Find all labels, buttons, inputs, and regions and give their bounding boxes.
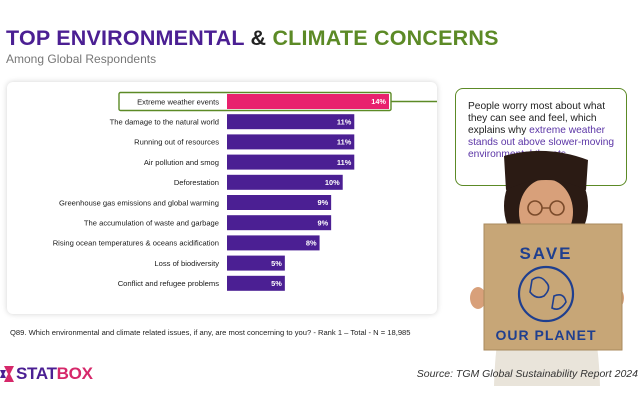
- bar: [227, 134, 355, 150]
- value-label: 9%: [317, 198, 328, 207]
- callout-text: People worry most about what they can se…: [468, 101, 606, 136]
- value-label: 11%: [337, 158, 352, 167]
- title-part-2: CLIMATE CONCERNS: [272, 26, 499, 50]
- statbox-logo: STAT BOX: [0, 364, 93, 384]
- category-label: Conflict and refugee problems: [118, 279, 220, 288]
- sign-text-line2: OUR PLANET: [496, 327, 597, 343]
- value-label: 11%: [337, 117, 352, 126]
- page-title: TOP ENVIRONMENTAL & CLIMATE CONCERNS: [6, 26, 499, 51]
- title-ampersand: &: [250, 26, 267, 50]
- source-note: Source: TGM Global Sustainability Report…: [416, 368, 638, 380]
- bar: [227, 235, 320, 251]
- chart-panel: [7, 82, 437, 314]
- category-label: Rising ocean temperatures & oceans acidi…: [53, 239, 219, 248]
- logo-mark-icon: [0, 366, 14, 382]
- category-label: Greenhouse gas emissions and global warm…: [59, 198, 219, 207]
- category-label: Extreme weather events: [137, 97, 219, 106]
- logo-text-stat: STAT: [16, 364, 57, 383]
- bar: [227, 174, 343, 190]
- value-label: 5%: [271, 259, 282, 268]
- title-part-1: TOP ENVIRONMENTAL: [6, 26, 245, 50]
- category-label: Loss of biodiversity: [154, 259, 219, 268]
- survey-question-footnote: Q89. Which environmental and climate rel…: [10, 328, 411, 337]
- value-label: 5%: [271, 279, 282, 288]
- bar: [227, 255, 285, 271]
- bar-chart: Extreme weather events 14% The damage to t…: [53, 91, 437, 291]
- bar: [227, 195, 332, 210]
- category-label: Deforestation: [174, 178, 219, 187]
- bar: [227, 275, 285, 291]
- category-label: The damage to the natural world: [110, 118, 219, 127]
- bar: [227, 94, 389, 109]
- bar: [227, 154, 355, 170]
- woman-holding-sign-photo: SAVE OUR PLANET: [470, 150, 624, 386]
- category-label: Running out of resources: [134, 138, 219, 147]
- value-label: 9%: [317, 218, 328, 227]
- category-label: The accumulation of waste and garbage: [84, 219, 219, 228]
- logo-text-box: BOX: [56, 364, 93, 383]
- bar: [227, 215, 332, 231]
- value-label: 10%: [325, 178, 340, 187]
- category-label: Air pollution and smog: [144, 158, 219, 167]
- value-label: 14%: [371, 97, 386, 106]
- page-subtitle: Among Global Respondents: [6, 52, 157, 66]
- bar: [227, 114, 355, 130]
- value-label: 11%: [337, 138, 352, 147]
- sign-text-line1: SAVE: [519, 244, 572, 263]
- value-label: 8%: [306, 239, 317, 248]
